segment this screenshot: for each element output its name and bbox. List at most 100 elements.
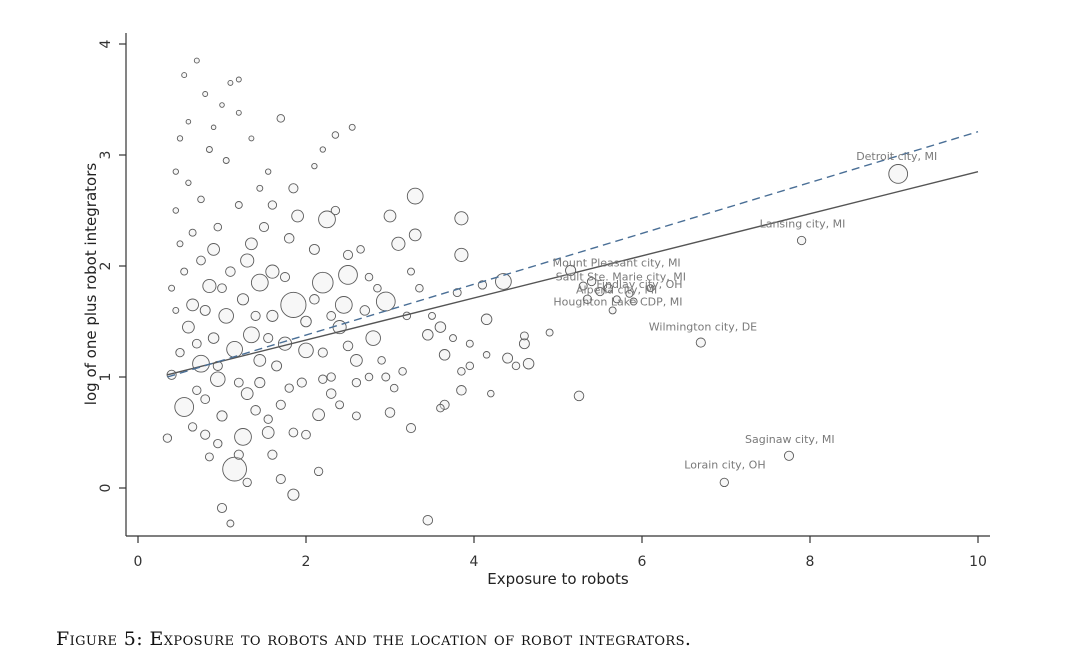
data-point: [242, 477, 252, 488]
data-point: [207, 243, 220, 256]
data-point: [502, 352, 514, 364]
data-point: [296, 377, 307, 388]
data-point: [181, 72, 188, 79]
data-point: [428, 311, 436, 320]
axes: 0 2 4 6 8 10 0 1 2 3 4: [98, 33, 990, 570]
data-point: [334, 296, 353, 314]
data-point: [250, 273, 269, 292]
data-point: [261, 426, 275, 439]
data-point: [219, 102, 225, 108]
data-point: [298, 342, 314, 359]
data-point: [351, 377, 362, 388]
data-point: [196, 255, 206, 266]
data-point: [384, 407, 396, 418]
data-point: [250, 405, 261, 416]
data-point: [267, 200, 278, 210]
data-point: [487, 389, 495, 398]
data-point: [275, 474, 286, 485]
data-point: [185, 118, 192, 125]
point-annotation: Mount Pleasant city, MI: [553, 256, 681, 269]
labeled-point: [586, 276, 597, 287]
data-point: [351, 411, 361, 421]
y-axis-title: log of one plus robot integrators: [82, 163, 100, 406]
data-point: [573, 390, 585, 402]
data-point: [313, 466, 324, 477]
data-point: [276, 114, 286, 123]
data-point: [265, 168, 272, 175]
labeled-points: Detroit city, MI Lansing city, MI Mount Pl…: [553, 150, 937, 488]
data-point: [364, 272, 374, 282]
data-point: [225, 266, 236, 277]
points-layer: [162, 57, 655, 528]
data-point: [279, 272, 291, 283]
data-point: [422, 329, 434, 341]
data-point: [364, 372, 374, 382]
data-point: [248, 135, 255, 142]
data-point: [356, 245, 365, 254]
data-point: [326, 311, 337, 321]
data-point: [311, 162, 318, 170]
point-annotation: Findlay city, OH: [596, 278, 682, 291]
fit-line-dashed: [167, 131, 979, 378]
y-tick-label: 4: [98, 39, 114, 48]
labeled-point: [796, 235, 807, 246]
data-point: [646, 284, 655, 293]
data-point: [200, 429, 211, 440]
data-point: [608, 306, 617, 315]
data-point: [172, 306, 180, 314]
data-point: [234, 201, 243, 209]
data-point: [192, 385, 202, 395]
point-annotation: Sault Ste. Marie city, MI: [556, 271, 686, 284]
data-point: [216, 410, 228, 422]
data-point: [218, 308, 234, 324]
data-point: [456, 385, 467, 396]
data-point: [216, 502, 228, 514]
data-point: [342, 249, 354, 260]
data-point: [330, 205, 341, 216]
data-point: [263, 414, 273, 424]
data-point: [519, 331, 529, 341]
data-point: [389, 383, 399, 393]
point-annotation: Wilmington city, DE: [649, 321, 757, 334]
data-point: [222, 157, 230, 164]
data-point: [202, 278, 217, 294]
data-point: [240, 253, 255, 268]
data-point: [217, 283, 227, 294]
data-point: [222, 456, 247, 482]
labeled-point: [695, 337, 706, 348]
data-point: [312, 408, 325, 422]
data-point: [174, 397, 195, 417]
y-tick-label: 0: [98, 484, 114, 493]
data-point: [629, 297, 638, 306]
data-point: [439, 399, 450, 410]
labeled-point: [603, 283, 614, 293]
data-point: [263, 333, 274, 344]
data-point: [243, 326, 260, 344]
data-point: [422, 514, 434, 526]
data-point: [405, 423, 417, 434]
data-point: [205, 146, 213, 153]
data-point: [449, 334, 457, 343]
data-point: [235, 109, 242, 116]
data-point: [175, 347, 185, 358]
data-point: [465, 339, 474, 348]
data-point: [318, 210, 336, 229]
data-point: [267, 449, 278, 460]
point-annotation: Lorain city, OH: [684, 458, 765, 471]
data-point: [172, 207, 180, 214]
data-point: [342, 340, 354, 352]
data-point: [545, 328, 554, 337]
data-point: [236, 293, 250, 306]
data-point: [350, 354, 363, 367]
data-point: [233, 377, 244, 388]
data-point: [309, 294, 320, 305]
data-point: [301, 429, 311, 440]
data-point: [191, 338, 202, 349]
data-point: [193, 57, 200, 64]
data-point: [227, 79, 234, 86]
data-point: [480, 313, 493, 326]
data-point: [213, 222, 223, 232]
x-tick-label: 8: [806, 554, 815, 570]
data-point: [287, 488, 300, 501]
data-point: [250, 310, 261, 321]
